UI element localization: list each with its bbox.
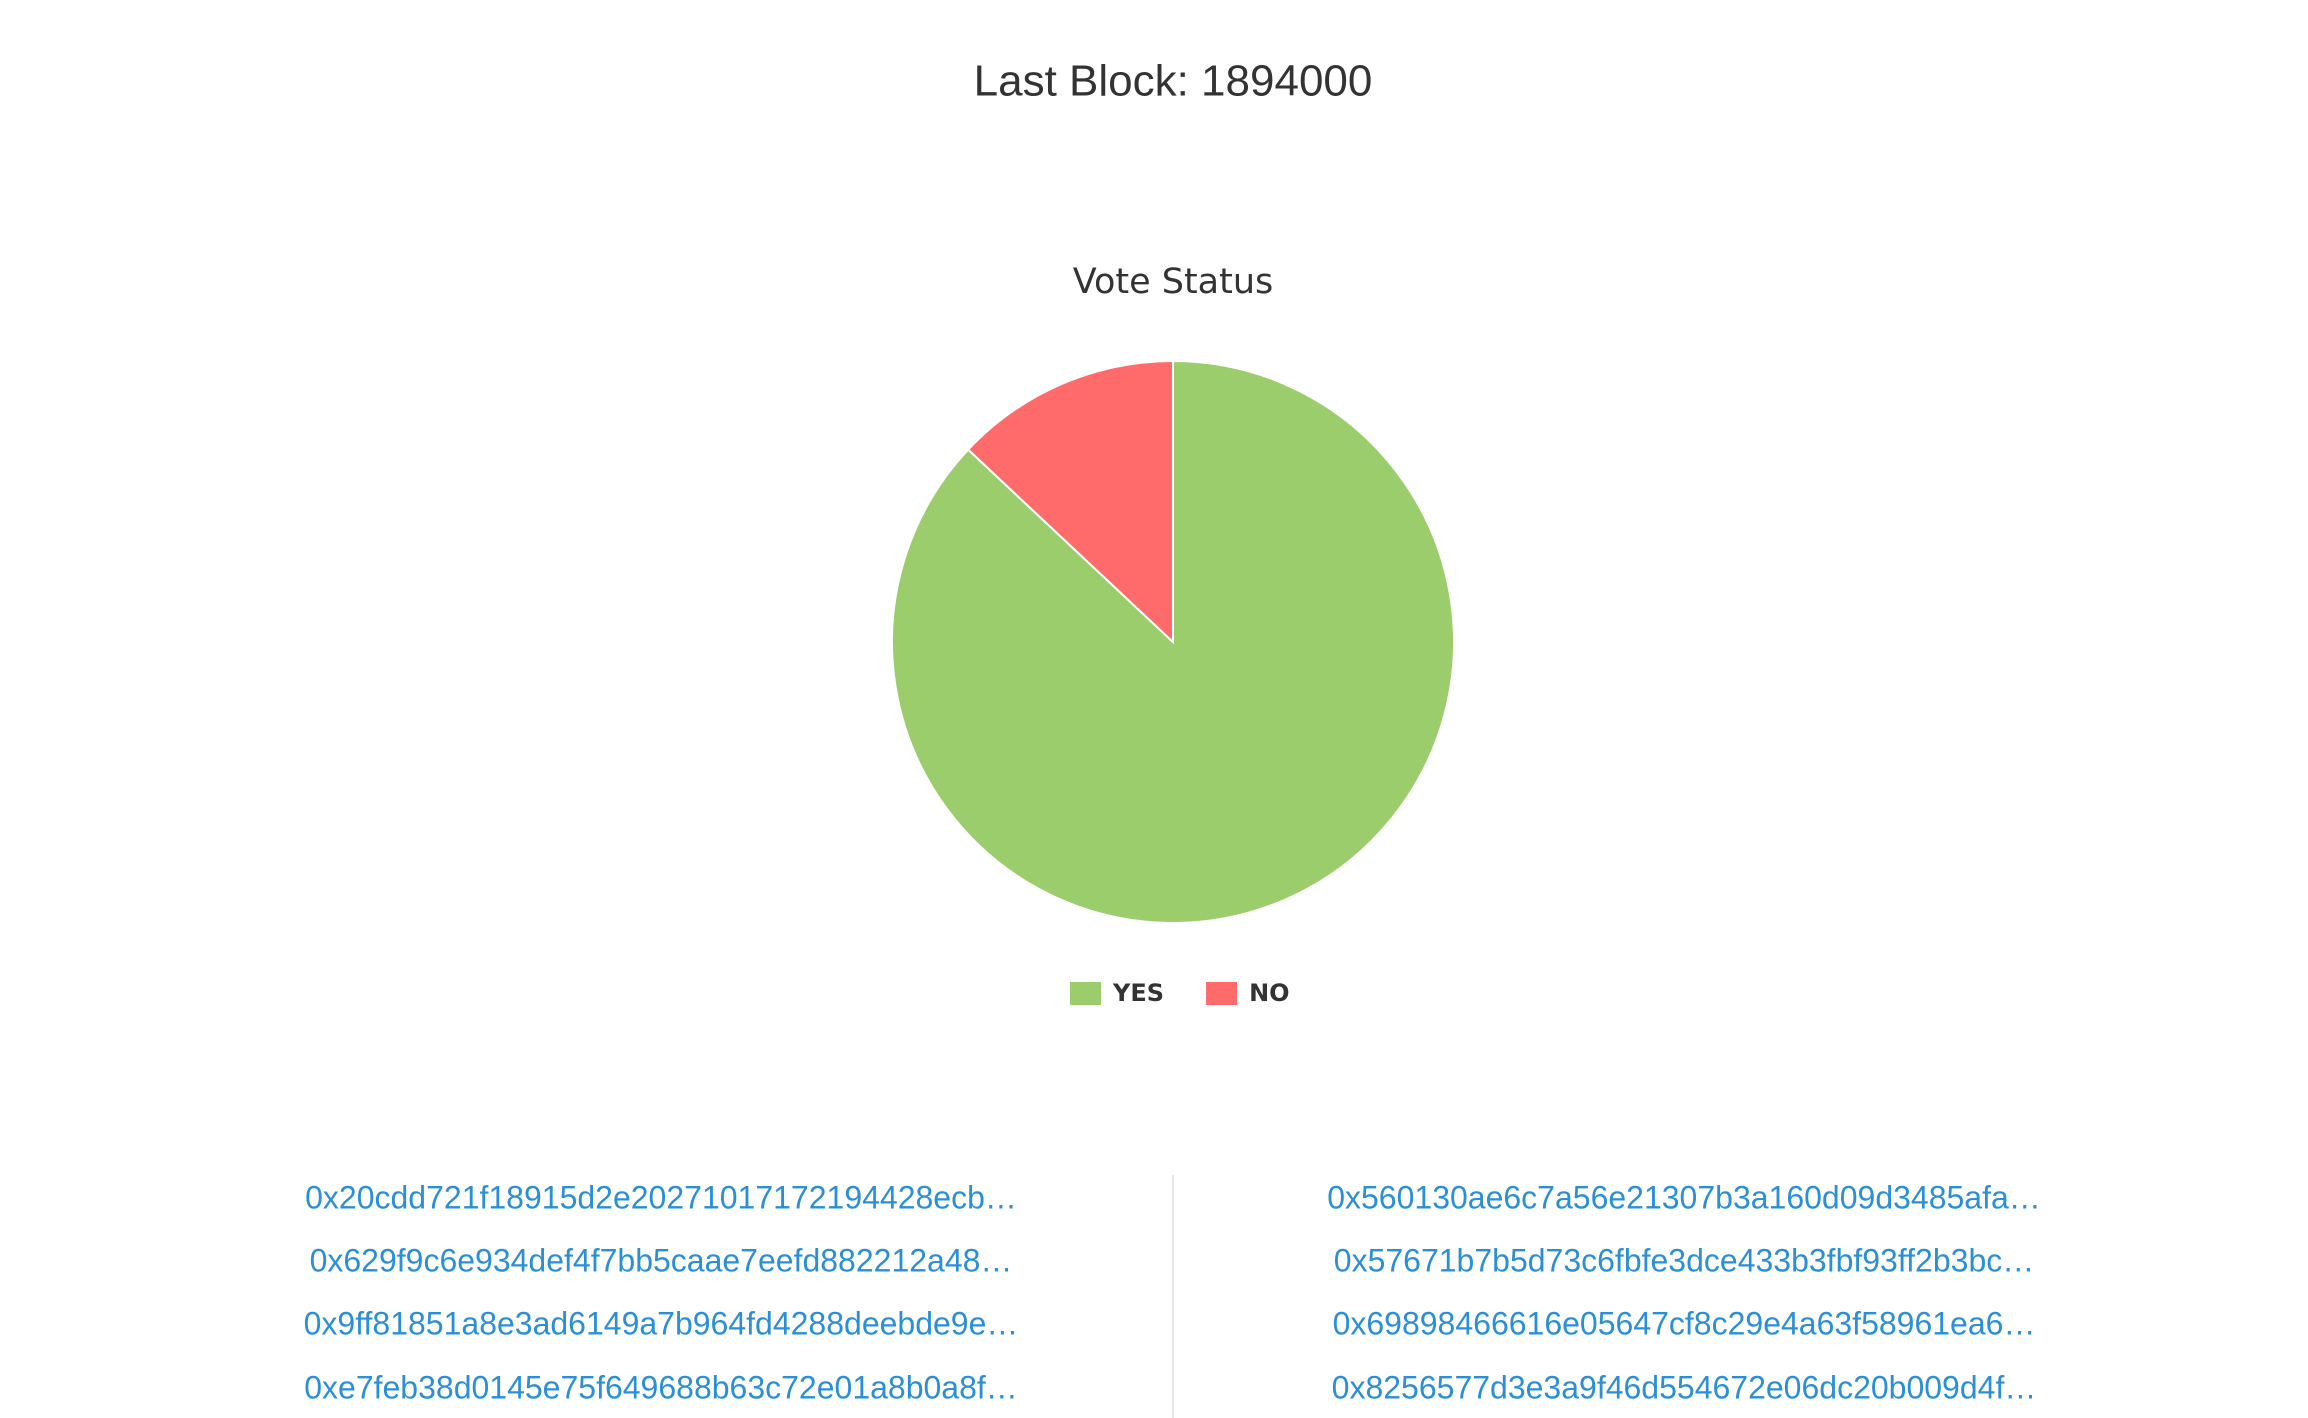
legend-label: YES (1112, 979, 1164, 1007)
chart-title: Vote Status (1073, 262, 1274, 302)
address-link[interactable]: 0x69898466616e05647cf8c29e4a63f58961ea6… (1333, 1305, 2036, 1341)
address-link[interactable]: 0x560130ae6c7a56e21307b3a160d09d3485afa… (1327, 1179, 2041, 1215)
address-link[interactable]: 0x629f9c6e934def4f7bb5caae7eefd882212a48… (310, 1242, 1013, 1278)
address-link[interactable]: 0x20cdd721f18915d2e2027101717219442­8ecb… (305, 1179, 1017, 1215)
address-link[interactable]: 0x9ff81851a8e3ad6149a7b964fd4288deebde9e… (304, 1305, 1019, 1341)
pie-slice (966, 359, 1174, 645)
legend-label: NO (1249, 979, 1290, 1007)
address-link[interactable]: 0x57671b7b5d73c6fbfe3dce433b3fbf93ff2b3b… (1334, 1242, 2034, 1278)
legend-swatch (1206, 982, 1238, 1005)
address-link[interactable]: 0xe7feb38d0145e75f649688b63c72e01a8b0a8f… (304, 1369, 1018, 1405)
page-title: Last Block: 1894000 (974, 57, 1373, 106)
address-link[interactable]: 0x8256577d3e3a9f46d554672e06dc20b009d4f… (1332, 1369, 2037, 1405)
legend-swatch (1070, 982, 1101, 1005)
